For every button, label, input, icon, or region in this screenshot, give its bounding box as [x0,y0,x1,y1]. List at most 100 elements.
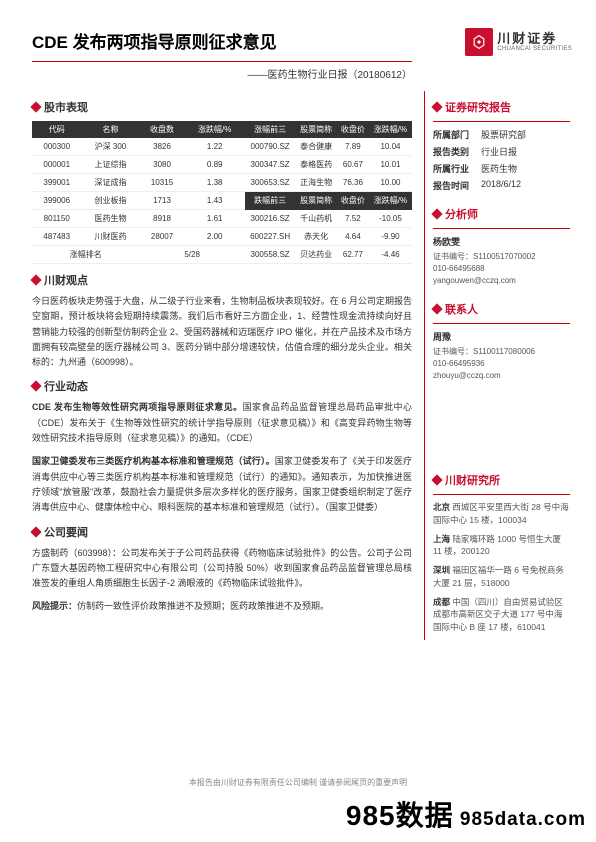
section-title: 公司要闻 [44,524,88,540]
office-city: 深圳 [433,565,450,575]
cell: -4.46 [369,245,412,263]
th: 股票简称 [295,192,336,210]
th: 涨幅前三 [245,121,296,138]
office-addr: 福田区福华一路 6 号免税商务大厦 21 层，518000 [433,565,564,588]
table-row: 801150医药生物89181.61 [32,210,245,228]
table-row: 000001上证综指30800.89 [32,156,245,174]
main-column: 股市表现 代码 名称 收盘数 涨跌幅/% 000300沪深 30038261.2… [32,91,412,640]
meta-ind: 所属行业医药生物 [433,162,570,175]
diamond-icon [30,101,41,112]
cell: 沪深 300 [81,138,139,156]
cell: 28007 [139,228,184,246]
analyst-email: yangouwen@cczq.com [433,275,570,287]
k: 所属行业 [433,162,481,175]
cell: -9.90 [369,227,412,245]
cell: 000300 [32,138,81,156]
cell: 贝达药业 [295,245,336,263]
dynamic-para-1: CDE 发布生物等效性研究两项指导原则征求意见。国家食品药品监督管理总局药品审批… [32,400,412,446]
th: 股票简称 [295,121,336,138]
offices-list: 北京 西城区平安里西大街 28 号中海国际中心 15 楼，100034上海 陆家… [433,501,570,634]
th: 收盘价 [337,121,369,138]
k: 所属部门 [433,128,481,141]
cell: 399001 [32,174,81,192]
logo-cn: 川财证券 [497,32,572,46]
side-institute-head: 川财研究所 [433,472,570,488]
cell: 7.89 [337,138,369,156]
meta-dept: 所属部门股票研究部 [433,128,570,141]
th: 涨跌幅/% [369,121,412,138]
diamond-icon [30,274,41,285]
cell: 76.36 [337,174,369,192]
cell: 医药生物 [81,210,139,228]
cell: 3826 [139,138,184,156]
cell: 300216.SZ [245,210,296,228]
cell: 川财医药 [81,228,139,246]
office: 成都 中国（四川）自由贸易试验区成都市高新区交子大道 177 号中海国际中心 B… [433,596,570,634]
side-report-head: 证券研究报告 [433,99,570,115]
cell: 10.04 [369,138,412,156]
content-wrap: 股市表现 代码 名称 收盘数 涨跌幅/% 000300沪深 30038261.2… [32,91,572,640]
th: 名称 [81,121,139,138]
cell: 801150 [32,210,81,228]
wm-main: 985数据 [346,800,454,831]
company-logo: 川财证券 CHUANCAI SECURITIES [465,28,572,56]
cell: 上证综指 [81,156,139,174]
office-addr: 陆家嘴环路 1000 号恒生大厦 11 楼，200120 [433,534,561,557]
section-title: 股市表现 [44,99,88,115]
diamond-icon [30,381,41,392]
side-title: 川财研究所 [445,472,500,488]
table-row: 300216.SZ千山药机7.52-10.05 [245,210,412,228]
th: 涨跌幅/% [369,192,412,210]
cell: 000790.SZ [245,138,296,156]
cell: 399006 [32,192,81,210]
office-city: 上海 [433,534,450,544]
th: 代码 [32,121,81,138]
cell: 10.01 [369,156,412,174]
diamond-icon [431,303,442,314]
office: 深圳 福田区福华一路 6 号免税商务大厦 21 层，518000 [433,564,570,590]
diamond-icon [431,474,442,485]
cell: 600227.SH [245,227,296,245]
table-row: 000790.SZ泰合健康7.8910.04 [245,138,412,156]
watermark: 985数据 985data.com [346,794,586,834]
v: 2018/6/12 [481,179,570,192]
cell: 62.77 [337,245,369,263]
footer-disclaimer: 本报告由川财证券有限责任公司编制 谨请参阅尾页的重要声明 [0,777,596,788]
office-addr: 西城区平安里西大街 28 号中海国际中心 15 楼，100034 [433,502,569,525]
cell: 8918 [139,210,184,228]
main-title: CDE 发布两项指导原则征求意见 [32,28,465,53]
wm-domain: 985data.com [454,809,586,830]
cell: 1.22 [185,138,245,156]
cell: 正海生物 [295,174,336,192]
th: 收盘数 [139,121,184,138]
side-analyst-head: 分析师 [433,206,570,222]
dynamic-para-2: 国家卫健委发布三类医疗机构基本标准和管理规范（试行）。国家卫健委发布了《关于印发… [32,454,412,515]
cell: 1.43 [185,192,245,210]
contact-name: 周豫 [433,330,570,343]
cell: 487483 [32,228,81,246]
cell: 2.00 [185,228,245,246]
cell: 60.67 [337,156,369,174]
office-city: 成都 [433,597,450,607]
page-header: CDE 发布两项指导原则征求意见 ——医药生物行业日报（20180612） 川财… [32,28,572,81]
cell: 000001 [32,156,81,174]
section-title: 川财观点 [44,272,88,288]
rank-val: 5/28 [139,246,244,264]
cell: 7.52 [337,210,369,228]
side-divider [433,228,570,229]
section-company: 公司要闻 [32,524,412,540]
side-title: 分析师 [445,206,478,222]
section-market: 股市表现 [32,99,412,115]
table-row: 300347.SZ泰格医药60.6710.01 [245,156,412,174]
movers-table: 涨幅前三 股票简称 收盘价 涨跌幅/% 000790.SZ泰合健康7.8910.… [245,121,412,264]
cell: 10.00 [369,174,412,192]
cell: 300347.SZ [245,156,296,174]
diamond-icon [30,526,41,537]
meta-type: 报告类别行业日报 [433,145,570,158]
table-row: 300558.SZ贝达药业62.77-4.46 [245,245,412,263]
v: 股票研究部 [481,128,570,141]
analyst-name: 杨欧雯 [433,235,570,248]
analyst-tel: 010-66495688 [433,263,570,275]
section-viewpoint: 川财观点 [32,272,412,288]
side-title: 证券研究报告 [445,99,511,115]
